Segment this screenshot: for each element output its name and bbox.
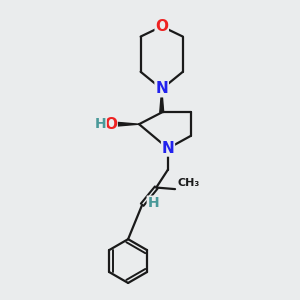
Text: N: N: [162, 141, 174, 156]
Text: O: O: [155, 19, 168, 34]
Text: CH₃: CH₃: [177, 178, 200, 188]
Text: H: H: [147, 196, 159, 210]
Polygon shape: [160, 89, 164, 112]
Text: H: H: [94, 117, 106, 131]
Polygon shape: [116, 122, 139, 126]
Text: O: O: [104, 117, 117, 132]
Text: N: N: [155, 82, 168, 97]
Text: N: N: [155, 82, 168, 97]
